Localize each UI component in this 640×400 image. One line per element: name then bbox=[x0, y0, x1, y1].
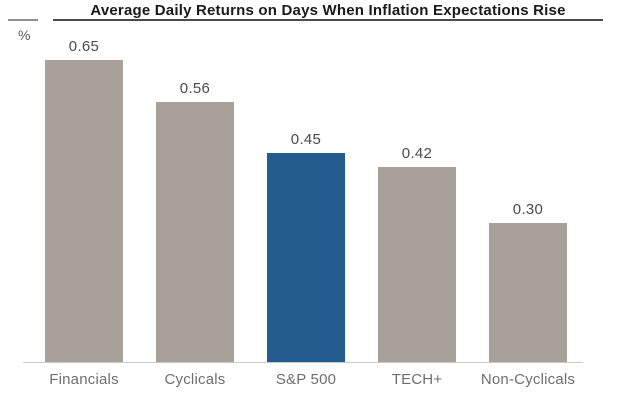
category-label-Non-Cyclicals: Non-Cyclicals bbox=[480, 371, 576, 388]
category-label-Cyclicals: Cyclicals bbox=[164, 371, 226, 388]
title-underline bbox=[53, 19, 603, 21]
chart-title: Average Daily Returns on Days When Infla… bbox=[90, 2, 566, 19]
y-axis-tick-line bbox=[8, 19, 38, 21]
y-axis-unit-label: % bbox=[18, 27, 31, 43]
x-axis-line bbox=[23, 362, 583, 363]
bar-value-label: 0.45 bbox=[290, 131, 322, 148]
bar-S&P 500 bbox=[267, 153, 345, 362]
bar-Non-Cyclicals bbox=[489, 223, 567, 362]
bar-Financials bbox=[45, 60, 123, 362]
bar-Cyclicals bbox=[156, 102, 234, 362]
bar-value-label: 0.65 bbox=[68, 38, 100, 55]
bar-value-label: 0.42 bbox=[401, 145, 433, 162]
category-label-Financials: Financials bbox=[49, 371, 119, 388]
category-label-S&P 500: S&P 500 bbox=[275, 371, 337, 388]
bar-value-label: 0.30 bbox=[512, 201, 544, 218]
bar-value-label: 0.56 bbox=[179, 80, 211, 97]
category-label-TECH+: TECH+ bbox=[391, 371, 443, 388]
bar-TECH+ bbox=[378, 167, 456, 362]
